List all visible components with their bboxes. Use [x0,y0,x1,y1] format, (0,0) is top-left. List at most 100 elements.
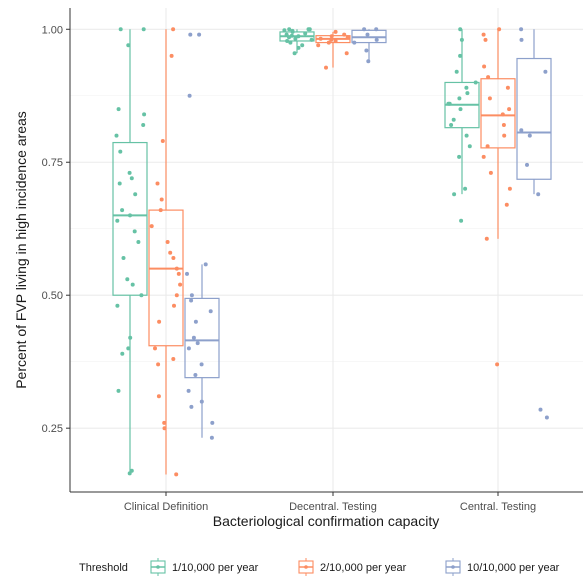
data-point [142,112,147,117]
data-point [504,202,509,207]
data-point [162,420,167,425]
data-point [458,107,463,112]
data-point [487,96,492,101]
data-point [178,282,183,287]
data-point [497,27,502,32]
data-point [485,144,490,149]
data-point [139,293,144,298]
data-point [171,27,176,32]
data-point [459,218,464,223]
data-point [484,236,489,241]
legend-key-point [304,565,308,569]
data-point [189,404,194,409]
data-point [129,176,134,181]
data-point [195,341,200,346]
data-point [172,303,176,308]
data-point [519,37,524,42]
data-point [324,65,328,70]
data-point [193,319,198,324]
data-point [176,271,181,276]
data-point [114,133,119,138]
data-point [141,123,146,127]
data-point [287,27,292,32]
data-point [174,293,179,298]
data-point [289,33,294,38]
data-point [342,32,347,37]
data-point [457,96,462,101]
data-point [486,75,491,80]
data-point [457,154,462,159]
data-point [160,139,165,143]
data-point [186,388,191,393]
legend-label: 2/10,000 per year [320,562,407,574]
legend-key-point [156,565,160,569]
data-point [293,36,298,41]
data-point [133,192,138,197]
data-point [300,43,305,48]
data-point [116,107,121,112]
data-point [507,186,512,191]
data-point [473,80,478,85]
data-point [129,468,134,473]
data-point [318,36,323,41]
data-point [162,426,167,431]
data-point [352,40,357,45]
data-point [132,229,137,234]
data-point [130,282,135,287]
data-point [209,435,214,440]
data-point [210,420,215,425]
data-point [156,362,161,367]
data-point [168,250,173,255]
data-point [303,31,308,36]
data-point [193,373,198,377]
data-point [296,34,301,39]
data-point [527,133,532,138]
y-tick-label: 0.50 [42,290,63,302]
data-point [543,69,548,74]
data-point [507,107,512,112]
data-point [127,471,132,476]
data-point [365,32,370,37]
data-point [296,45,301,50]
x-tick-label: Decentral. Testing [289,501,377,513]
data-point [290,28,295,33]
data-point [174,266,179,271]
data-point [309,37,314,42]
data-point [136,240,141,244]
data-point [306,27,311,32]
box-0-0 [112,29,148,474]
legend-label: 10/10,000 per year [467,562,560,574]
data-point [481,154,486,159]
data-point [505,85,510,90]
data-point [141,27,146,32]
data-point [344,51,349,56]
data-point [157,319,162,324]
data-point [282,28,287,33]
data-point [199,399,204,404]
data-point [446,101,451,106]
legend-key-2 [445,558,461,576]
data-point [333,29,338,34]
data-point [120,351,125,356]
legend-key-point [451,565,455,569]
data-point [128,213,132,218]
data-point [329,34,334,39]
data-point [189,293,194,298]
jitter-points-layer [114,27,549,477]
data-point [464,133,469,138]
data-point [149,224,154,229]
data-point [120,208,125,213]
data-point [345,35,350,40]
data-point [128,335,133,340]
x-axis-title: Bacteriological confirmation capacity [213,513,439,529]
box-layer [112,29,552,475]
data-point [118,149,123,154]
legend-label: 1/10,000 per year [172,562,259,574]
data-point [158,208,163,213]
data-point [452,192,457,197]
legend-key-0 [150,558,166,576]
data-point [488,170,493,175]
data-point [126,43,131,48]
box-body [184,297,220,379]
